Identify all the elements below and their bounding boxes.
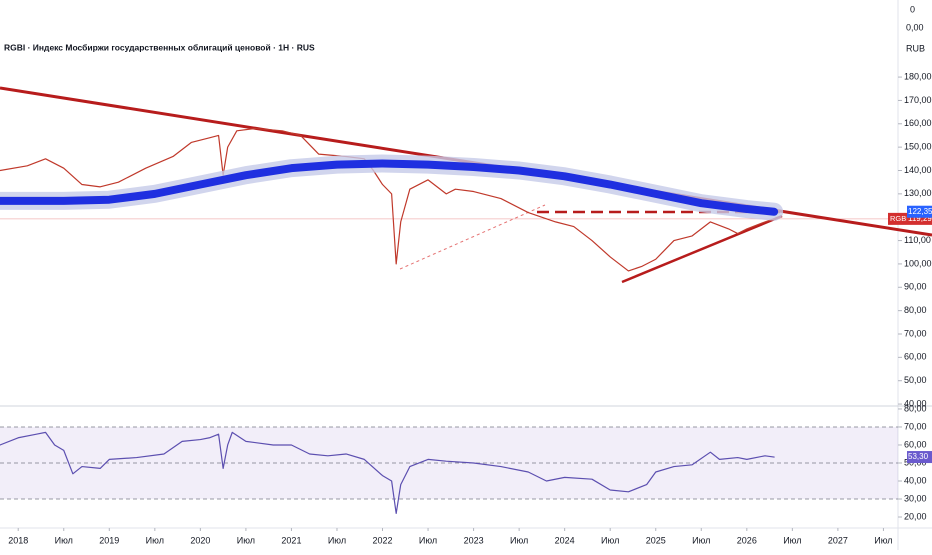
x-tick-label: Июл: [510, 535, 528, 545]
y-tick-label: 180,00: [904, 71, 932, 81]
y-tick-label: 50,00: [904, 375, 927, 385]
y-tick-label: 170,00: [904, 95, 932, 105]
y-tick-label: 30,00: [904, 493, 927, 503]
x-tick-label: 2026: [737, 535, 757, 545]
x-tick-label: Июл: [692, 535, 710, 545]
support-line[interactable]: [621, 214, 783, 284]
y-tick-label: 40,00: [904, 475, 927, 485]
y-tick-label: 70,00: [904, 328, 927, 338]
x-tick-label: Июл: [783, 535, 801, 545]
x-tick-label: 2027: [828, 535, 848, 545]
y-tick-label: 90,00: [904, 282, 927, 292]
x-tick-label: 2023: [464, 535, 484, 545]
x-tick-label: 2018: [8, 535, 28, 545]
x-tick-label: Июл: [419, 535, 437, 545]
x-tick-label: Июл: [874, 535, 892, 545]
x-tick-label: 2019: [99, 535, 119, 545]
x-tick-label: Июл: [328, 535, 346, 545]
dotted-line[interactable]: [399, 204, 546, 270]
y-tick-label: 150,00: [904, 142, 932, 152]
value-badge: [907, 451, 932, 464]
x-tick-label: 2024: [555, 535, 575, 545]
y-tick-label: 60,00: [904, 352, 927, 362]
value-badge-label: 53,30: [908, 452, 929, 461]
y-tick-label: 60,00: [904, 439, 927, 449]
currency[interactable]: RUB: [906, 43, 925, 53]
y-tick-label: 130,00: [904, 188, 932, 198]
x-tick-label: 2022: [372, 535, 392, 545]
symbol-badge-label: RGBI: [890, 214, 908, 223]
x-tick-label: 2025: [646, 535, 666, 545]
y-tick-label: 80,00: [904, 403, 927, 413]
series-line: [0, 127, 775, 272]
y-tick-label: 140,00: [904, 165, 932, 175]
moving-average: [0, 159, 779, 216]
y-tick-label: 100,00: [904, 258, 932, 268]
y-tick-label: 80,00: [904, 305, 927, 315]
series-line: [0, 431, 775, 515]
value-badge: [907, 205, 932, 218]
symbol-title[interactable]: RGBI · Индекс Мосбиржи государственных о…: [4, 42, 315, 52]
top-label: 0: [910, 4, 915, 14]
x-tick-label: Июл: [146, 535, 164, 545]
y-tick-label: 110,00: [904, 235, 931, 245]
y-tick-label: 20,00: [904, 511, 927, 521]
y-tick-label: 160,00: [904, 118, 932, 128]
value-badge-label: 122,35: [908, 207, 932, 216]
x-tick-label: Июл: [237, 535, 255, 545]
y-tick-label: 70,00: [904, 421, 927, 431]
top-label: 0,00: [906, 22, 924, 32]
value-badge-label: 119,29: [908, 214, 932, 223]
x-tick-label: 2021: [281, 535, 301, 545]
x-tick-label: 2020: [190, 535, 210, 545]
x-tick-label: Июл: [601, 535, 619, 545]
y-tick-label: 40,00: [904, 398, 927, 408]
x-tick-label: Июл: [55, 535, 73, 545]
symbol-badge: [888, 212, 907, 225]
